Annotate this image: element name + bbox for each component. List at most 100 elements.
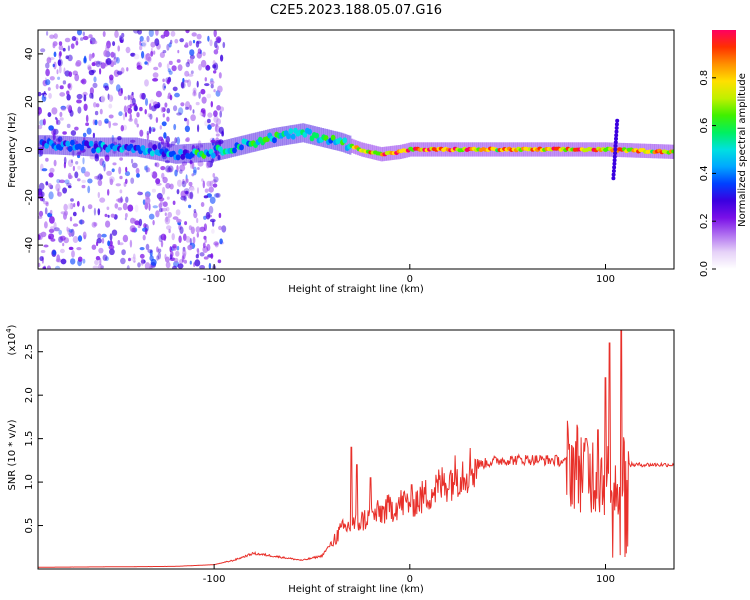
noise-dot xyxy=(113,56,119,63)
noise-dot xyxy=(130,177,135,184)
noise-dot xyxy=(119,189,123,194)
noise-dot xyxy=(165,261,171,269)
noise-dot xyxy=(218,72,222,79)
noise-dot xyxy=(202,180,205,189)
noise-dot xyxy=(125,178,128,184)
noise-dot xyxy=(170,141,176,146)
noise-dot xyxy=(172,244,177,249)
noise-dot xyxy=(215,192,221,198)
noise-dot xyxy=(94,155,100,162)
noise-dot xyxy=(57,59,62,66)
noise-dot xyxy=(87,178,93,184)
noise-dot xyxy=(215,133,220,137)
noise-dot xyxy=(141,92,146,100)
noise-dot xyxy=(107,240,111,247)
noise-dot xyxy=(109,240,113,247)
noise-dot xyxy=(204,238,207,243)
spike-point xyxy=(614,126,619,130)
noise-dot xyxy=(166,63,170,70)
snr-y-tick-label: 2.0 xyxy=(24,387,35,403)
noise-dot xyxy=(197,160,204,167)
noise-dot xyxy=(207,35,210,42)
noise-dot xyxy=(182,145,187,149)
noise-dot xyxy=(123,96,127,101)
snr-x-tick-label: -100 xyxy=(203,574,226,585)
noise-dot xyxy=(167,68,171,73)
noise-dot xyxy=(183,233,187,241)
noise-dot xyxy=(134,220,140,226)
noise-dot xyxy=(93,207,96,216)
noise-dot xyxy=(133,53,140,60)
noise-dot xyxy=(217,259,222,264)
noise-dot xyxy=(169,94,173,101)
noise-dot xyxy=(127,94,131,101)
noise-dot xyxy=(167,211,172,218)
noise-dot xyxy=(213,110,218,117)
spike-point xyxy=(614,129,619,134)
ridge-point xyxy=(272,137,277,144)
noise-dot xyxy=(176,245,180,251)
noise-dot xyxy=(199,226,206,233)
noise-dot xyxy=(44,94,47,98)
noise-dot xyxy=(57,76,61,81)
noise-dot xyxy=(165,165,171,173)
noise-dot xyxy=(40,231,47,238)
noise-dot xyxy=(180,102,185,107)
noise-dot xyxy=(165,182,171,189)
noise-dot xyxy=(204,77,207,82)
noise-dot xyxy=(160,166,166,171)
ridge-point xyxy=(67,145,73,152)
noise-dot xyxy=(148,213,155,220)
noise-dot xyxy=(83,94,87,102)
noise-dot xyxy=(138,190,140,196)
noise-dot xyxy=(212,183,218,188)
noise-dot xyxy=(82,157,85,165)
noise-dot xyxy=(58,229,62,235)
noise-dot xyxy=(66,123,71,129)
noise-dot xyxy=(120,257,126,265)
noise-dot xyxy=(199,252,205,257)
noise-dot xyxy=(47,183,52,188)
noise-dot xyxy=(102,254,108,261)
noise-dot xyxy=(165,216,169,223)
ridge-point xyxy=(239,144,244,151)
noise-dot xyxy=(194,259,201,267)
noise-dot xyxy=(143,223,147,229)
noise-dot xyxy=(166,79,170,85)
noise-dot xyxy=(47,55,51,62)
noise-dot xyxy=(151,188,156,193)
noise-dot xyxy=(203,223,207,232)
noise-dot xyxy=(45,202,49,207)
noise-dot xyxy=(206,93,212,99)
noise-dot xyxy=(139,253,145,259)
noise-dot xyxy=(219,238,223,245)
noise-dot xyxy=(91,244,97,250)
noise-dot xyxy=(172,216,179,220)
ridge-point xyxy=(330,134,336,141)
snr-y-tick-label: 0.5 xyxy=(24,518,35,534)
noise-dot xyxy=(46,265,51,269)
noise-dot xyxy=(130,97,133,105)
noise-dot xyxy=(163,142,167,148)
noise-dot xyxy=(213,241,219,246)
noise-dot xyxy=(38,262,41,268)
noise-dot xyxy=(49,148,55,155)
noise-dot xyxy=(102,160,106,168)
noise-dot xyxy=(173,105,178,112)
noise-dot xyxy=(162,207,168,212)
snr-plot-area xyxy=(38,330,674,568)
noise-dot xyxy=(145,98,148,106)
noise-dot xyxy=(109,233,113,241)
noise-dot xyxy=(209,196,216,204)
noise-dot xyxy=(150,171,153,176)
noise-dot xyxy=(159,52,165,58)
noise-dot xyxy=(92,265,99,269)
noise-dot xyxy=(209,218,216,223)
noise-dot xyxy=(103,163,106,172)
noise-dot xyxy=(53,51,57,58)
noise-dot xyxy=(214,242,219,248)
noise-dot xyxy=(110,213,116,218)
noise-dot xyxy=(93,40,98,45)
noise-dot xyxy=(110,96,114,102)
noise-dot xyxy=(66,226,69,232)
